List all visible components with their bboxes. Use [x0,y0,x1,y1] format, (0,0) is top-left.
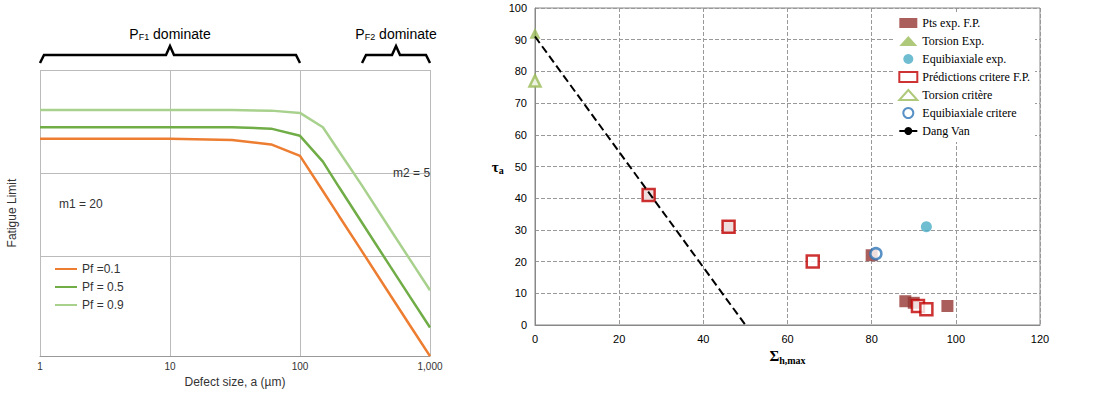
svg-text:20: 20 [613,333,625,345]
svg-text:Pf =0.1: Pf =0.1 [82,262,121,276]
svg-text:40: 40 [697,333,709,345]
svg-text:100: 100 [292,361,309,372]
svg-text:Torsion critère: Torsion critère [922,88,992,102]
svg-text:1: 1 [37,361,43,372]
svg-text:90: 90 [515,34,527,46]
svg-text:80: 80 [515,65,527,77]
svg-text:Dang Van: Dang Van [922,124,969,138]
svg-text:dominate: dominate [375,26,437,42]
svg-text:Fatigue Limit: Fatigue Limit [5,178,19,247]
svg-text:Equibiaxiale critere: Equibiaxiale critere [922,106,1016,120]
svg-text:P: P [129,26,138,42]
svg-text:Pf = 0.5: Pf = 0.5 [82,280,124,294]
svg-text:Σ: Σ [769,348,779,364]
svg-text:120: 120 [1031,333,1049,345]
svg-text:50: 50 [515,161,527,173]
svg-text:h,max: h,max [779,355,805,366]
svg-text:30: 30 [515,224,527,236]
svg-text:Torsion Exp.: Torsion Exp. [922,34,984,48]
svg-text:a: a [499,165,504,176]
svg-text:10: 10 [515,287,527,299]
svg-text:P: P [355,26,364,42]
svg-text:Pts exp. F.P.: Pts exp. F.P. [922,16,980,30]
svg-text:40: 40 [515,192,527,204]
svg-text:F2: F2 [365,32,376,42]
svg-text:dominate: dominate [149,26,211,42]
svg-text:1,000: 1,000 [417,361,442,372]
svg-text:10: 10 [164,361,176,372]
svg-text:F1: F1 [139,32,150,42]
svg-text:70: 70 [515,97,527,109]
svg-text:m2 = 5: m2 = 5 [393,166,430,180]
svg-text:0: 0 [521,319,527,331]
svg-text:80: 80 [866,333,878,345]
svg-text:100: 100 [509,2,527,14]
svg-text:20: 20 [515,256,527,268]
svg-text:τ: τ [492,159,499,175]
svg-text:Equibiaxiale exp.: Equibiaxiale exp. [922,52,1006,66]
svg-text:60: 60 [515,129,527,141]
svg-text:100: 100 [947,333,965,345]
svg-text:Prédictions critere F.P.: Prédictions critere F.P. [922,70,1030,84]
svg-text:0: 0 [532,333,538,345]
svg-text:Defect size, a (µm): Defect size, a (µm) [185,375,286,389]
svg-text:m1 = 20: m1 = 20 [59,197,103,211]
svg-text:60: 60 [781,333,793,345]
svg-text:Pf = 0.9: Pf = 0.9 [82,298,124,312]
